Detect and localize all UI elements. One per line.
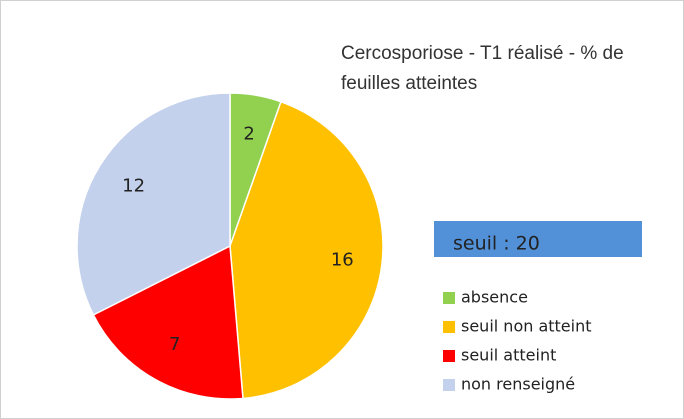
legend-label: seuil non atteint xyxy=(461,317,592,336)
legend-swatch xyxy=(443,379,455,391)
pie-slice xyxy=(76,92,231,316)
legend-label: non renseigné xyxy=(461,375,575,394)
chart-title: Cercosporiose - T1 réalisé - % de feuill… xyxy=(341,43,624,94)
legend-swatch xyxy=(443,292,455,304)
data-label: 7 xyxy=(169,334,180,355)
annotation: seuil : 20 xyxy=(453,233,540,255)
legend-swatch xyxy=(443,321,455,333)
legend-label: seuil atteint xyxy=(461,346,556,365)
legend-label: absence xyxy=(461,288,528,307)
data-label: 2 xyxy=(243,123,254,144)
pie-slice xyxy=(92,244,244,400)
data-label: 12 xyxy=(122,176,145,197)
pie-slice xyxy=(229,100,384,400)
data-label: 16 xyxy=(331,249,354,270)
annotation-box xyxy=(434,221,642,257)
legend-swatch xyxy=(443,350,455,362)
